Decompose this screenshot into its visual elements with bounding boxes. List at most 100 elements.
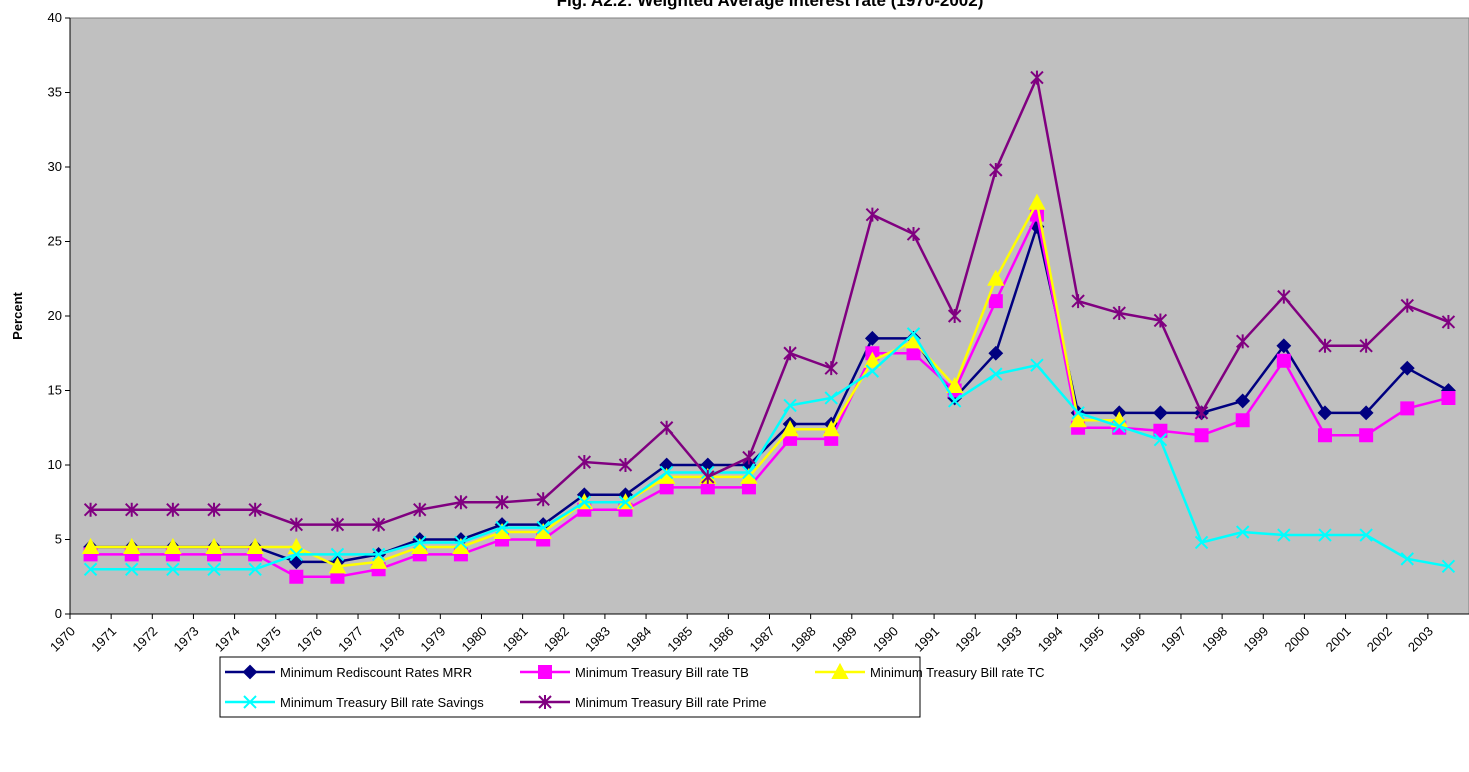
- series-line: [90, 331, 1449, 571]
- x-tick-label: 1982: [541, 624, 572, 655]
- data-point: [1235, 393, 1251, 409]
- series-line: [90, 210, 1449, 578]
- y-tick-label: 15: [48, 383, 62, 398]
- data-point: [248, 502, 262, 517]
- data-point: [947, 394, 962, 408]
- y-tick-label: 5: [55, 532, 62, 547]
- data-point: [1030, 358, 1044, 372]
- data-point: [1441, 390, 1456, 405]
- legend-label: Minimum Treasury Bill rate TC: [870, 665, 1045, 680]
- x-tick-label: 1993: [993, 624, 1024, 655]
- x-tick-label: 1972: [129, 624, 160, 655]
- data-point: [1194, 405, 1209, 420]
- x-tick-label: 1994: [1035, 624, 1066, 655]
- legend-marker: [538, 665, 552, 679]
- data-point: [289, 569, 304, 584]
- data-point: [824, 361, 838, 376]
- data-point: [83, 502, 98, 517]
- data-point: [125, 502, 139, 517]
- x-tick-label: 1979: [417, 624, 448, 655]
- x-tick-label: 1998: [1199, 624, 1230, 655]
- data-point: [987, 269, 1005, 286]
- x-tick-label: 1981: [500, 624, 531, 655]
- data-point: [1112, 419, 1126, 433]
- data-point: [371, 547, 386, 562]
- x-tick-label: 1973: [171, 624, 202, 655]
- data-point: [330, 517, 345, 532]
- data-point: [989, 162, 1003, 177]
- data-point: [413, 502, 427, 517]
- data-point: [1400, 298, 1414, 313]
- data-point: [618, 495, 633, 509]
- x-tick-label: 1980: [459, 624, 490, 655]
- y-tick-label: 30: [48, 159, 62, 174]
- x-tick-label: 1996: [1117, 624, 1148, 655]
- data-point: [1030, 70, 1044, 85]
- data-point: [988, 294, 1003, 309]
- x-tick-label: 1984: [623, 624, 654, 655]
- x-tick-label: 1974: [212, 624, 243, 655]
- data-point: [1071, 406, 1085, 420]
- legend-marker: [242, 664, 258, 680]
- data-point: [1112, 306, 1126, 321]
- data-point: [1235, 334, 1250, 349]
- y-tick-label: 35: [48, 85, 62, 100]
- legend-marker: [831, 662, 849, 679]
- data-point: [246, 537, 264, 554]
- data-point: [413, 535, 427, 550]
- data-point: [1069, 411, 1087, 428]
- data-point: [1028, 193, 1046, 210]
- data-point: [618, 458, 633, 472]
- data-point: [1441, 559, 1456, 574]
- legend-label: Minimum Treasury Bill rate Prime: [575, 695, 766, 710]
- x-tick-label: 1976: [294, 624, 325, 655]
- data-point: [659, 465, 674, 480]
- legend-marker: [538, 695, 552, 709]
- data-point: [577, 455, 592, 470]
- data-point: [1277, 289, 1291, 304]
- x-tick-label: 1991: [911, 624, 942, 655]
- x-tick-label: 1977: [335, 624, 366, 655]
- data-point: [205, 537, 223, 554]
- x-tick-label: 1975: [253, 624, 284, 655]
- data-point: [454, 495, 468, 510]
- data-point: [742, 450, 756, 465]
- data-point: [1400, 552, 1414, 566]
- data-point: [906, 346, 921, 361]
- x-tick-label: 1992: [952, 624, 983, 655]
- legend-label: Minimum Treasury Bill rate Savings: [280, 695, 484, 710]
- y-tick-label: 0: [55, 606, 62, 621]
- x-tick-label: 1989: [829, 624, 860, 655]
- x-tick-label: 1990: [870, 624, 901, 655]
- x-tick-label: 1987: [747, 624, 778, 655]
- data-point: [1441, 314, 1456, 329]
- data-point: [1359, 338, 1373, 353]
- data-point: [166, 562, 180, 577]
- data-point: [783, 346, 797, 361]
- data-point: [865, 364, 880, 378]
- data-point: [371, 517, 386, 532]
- data-point: [83, 562, 98, 577]
- data-point: [1153, 313, 1168, 328]
- data-point: [1276, 353, 1291, 368]
- data-point: [1317, 428, 1332, 443]
- y-tick-label: 20: [48, 308, 62, 323]
- data-point: [742, 465, 756, 480]
- series-line: [90, 221, 1450, 564]
- x-tick-label: 1983: [582, 624, 613, 655]
- legend-marker: [243, 695, 257, 709]
- legend-box: [219, 656, 921, 718]
- data-point: [328, 557, 347, 574]
- x-tick-label: 1988: [788, 624, 819, 655]
- y-tick-label: 10: [48, 457, 62, 472]
- data-point: [865, 207, 880, 222]
- data-point: [536, 520, 550, 535]
- y-tick-label: 25: [48, 234, 62, 249]
- data-point: [1359, 428, 1374, 443]
- data-point: [988, 345, 1004, 361]
- data-point: [1399, 360, 1415, 376]
- data-point: [330, 547, 345, 562]
- data-point: [125, 562, 139, 577]
- data-point: [1318, 338, 1332, 353]
